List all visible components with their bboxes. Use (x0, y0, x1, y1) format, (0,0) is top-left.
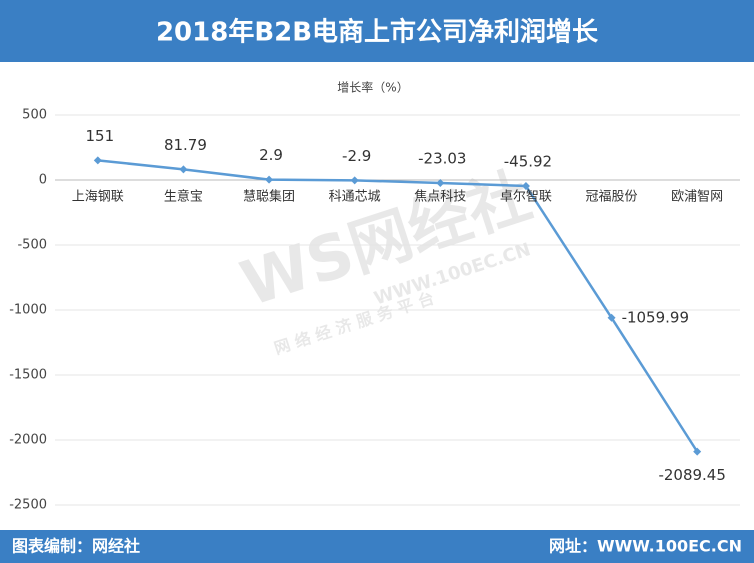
line (97, 159, 699, 453)
data-label: -23.03 (418, 149, 466, 167)
marker (265, 175, 274, 184)
data-label: -45.92 (504, 152, 552, 170)
y-tick-label: -1000 (9, 303, 47, 318)
axis-label: 增长率（%） (337, 80, 408, 95)
footer-bar (0, 530, 754, 563)
data-label: -2.9 (342, 147, 371, 165)
marker (693, 447, 702, 456)
x-tick-label: 上海钢联 (72, 190, 124, 205)
marker (93, 156, 102, 165)
header-bar (0, 0, 754, 62)
x-tick-label: 卓尔智联 (500, 190, 552, 205)
marker (607, 313, 616, 322)
x-tick-label: 欧浦智网 (671, 190, 723, 205)
y-tick-label: -2000 (9, 433, 47, 448)
marker (436, 178, 445, 187)
x-tick-label: 生意宝 (164, 189, 203, 205)
data-label: 151 (85, 127, 114, 145)
x-tick-label: 焦点科技 (414, 190, 466, 205)
data-label: 2.9 (259, 146, 283, 164)
y-tick-label: -1500 (9, 368, 47, 383)
y-tick-label: -500 (17, 238, 47, 253)
data-label: 81.79 (164, 136, 207, 154)
x-tick-label: 冠福股份 (586, 190, 638, 205)
data-label: -1059.99 (622, 308, 689, 326)
marker (350, 176, 359, 185)
x-tick-label: 慧聪集团 (243, 189, 295, 205)
website: 网址：WWW.100EC.CN (549, 537, 742, 556)
x-tick-label: 科通芯城 (329, 190, 381, 205)
y-tick-label: -2500 (9, 498, 47, 513)
data-label: -2089.45 (658, 466, 725, 484)
marker (521, 181, 530, 190)
y-tick-label: 0 (39, 173, 47, 188)
marker (179, 165, 188, 174)
source: 图表编制：网经社 (12, 537, 140, 556)
y-tick-label: 500 (22, 108, 47, 123)
chart-title: 2018年B2B电商上市公司净利润增长 (156, 17, 599, 48)
